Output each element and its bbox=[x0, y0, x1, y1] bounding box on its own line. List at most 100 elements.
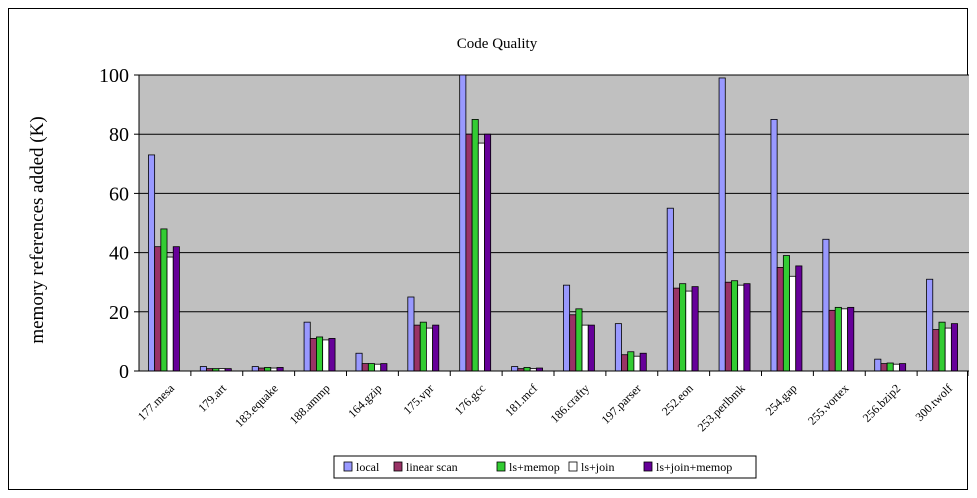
bar bbox=[938, 321, 946, 372]
bar bbox=[374, 363, 382, 372]
bar bbox=[795, 265, 803, 372]
x-tick-label: 164.gzip bbox=[345, 381, 384, 420]
bar bbox=[718, 77, 726, 372]
x-tick-label: 186.crafty bbox=[548, 381, 593, 426]
bar bbox=[309, 338, 317, 372]
bar bbox=[737, 284, 745, 372]
legend-label: ls+join+memop bbox=[656, 460, 732, 474]
chart-svg: Code Quality memory references added (K)… bbox=[27, 36, 969, 479]
bar bbox=[731, 280, 739, 372]
bar bbox=[880, 363, 888, 372]
bar bbox=[834, 306, 842, 372]
bar bbox=[822, 238, 830, 372]
x-tick-label: 188.ammp bbox=[287, 381, 333, 427]
y-axis-label: memory references added (K) bbox=[27, 116, 48, 343]
y-tick-label: 20 bbox=[109, 302, 129, 324]
legend-swatch bbox=[568, 461, 578, 472]
bar bbox=[932, 329, 940, 372]
bar bbox=[477, 142, 485, 372]
x-tick-label: 179.art bbox=[195, 381, 229, 415]
bar bbox=[926, 278, 934, 372]
bar bbox=[563, 284, 571, 372]
bar bbox=[251, 366, 259, 372]
bar bbox=[944, 327, 952, 372]
x-tick-label: 300.twolf bbox=[913, 381, 956, 424]
legend-swatch bbox=[496, 461, 506, 472]
bar bbox=[633, 355, 641, 372]
bar bbox=[770, 119, 778, 372]
bar bbox=[484, 133, 492, 372]
legend-swatch bbox=[393, 461, 403, 472]
bar bbox=[361, 363, 369, 372]
legend-swatch bbox=[343, 461, 353, 472]
bar bbox=[264, 367, 272, 372]
x-tick-label: 252.eon bbox=[659, 381, 696, 418]
bar bbox=[471, 119, 479, 372]
bar bbox=[459, 74, 467, 372]
bar bbox=[160, 228, 168, 372]
axes bbox=[134, 74, 969, 376]
bar bbox=[199, 366, 207, 372]
bar bbox=[789, 275, 797, 372]
bar bbox=[328, 338, 336, 372]
bar bbox=[432, 324, 440, 372]
bar bbox=[666, 207, 674, 372]
bar bbox=[581, 324, 589, 372]
bar bbox=[166, 256, 174, 372]
x-tick-label: 255.vortex bbox=[805, 381, 851, 427]
legend-label: ls+join bbox=[581, 460, 614, 474]
bar bbox=[776, 266, 784, 372]
legend-label: ls+memop bbox=[509, 460, 560, 474]
bar bbox=[874, 358, 882, 372]
x-tick-label: 183.equake bbox=[232, 381, 281, 430]
bar bbox=[950, 323, 958, 372]
x-tick-label: 256.bzip2 bbox=[860, 381, 904, 425]
y-tick-label: 100 bbox=[99, 65, 129, 87]
bar bbox=[782, 255, 790, 372]
bar bbox=[367, 363, 375, 372]
x-tick-labels: 177.mesa 179.art 183.equake 188.ammp 164.gzi… bbox=[135, 381, 955, 435]
bar bbox=[627, 351, 635, 372]
bar bbox=[426, 327, 434, 372]
bar bbox=[685, 290, 693, 372]
y-tick-label: 40 bbox=[109, 243, 129, 265]
bar bbox=[724, 281, 732, 372]
bar bbox=[154, 246, 162, 372]
x-tick-label: 253.perlbmk bbox=[695, 381, 748, 434]
x-tick-label: 177.mesa bbox=[135, 381, 178, 424]
bar bbox=[511, 366, 519, 372]
y-tick-label: 0 bbox=[119, 361, 129, 383]
y-tick-label: 60 bbox=[109, 183, 129, 205]
bar bbox=[523, 367, 531, 372]
x-tick-label: 181.mcf bbox=[502, 381, 540, 419]
bar bbox=[828, 309, 836, 372]
bar bbox=[355, 352, 363, 372]
bar bbox=[691, 286, 699, 372]
bar bbox=[587, 324, 595, 372]
bar bbox=[322, 339, 330, 372]
bar bbox=[419, 321, 427, 372]
bar bbox=[886, 362, 894, 372]
x-tick-label: 176.gcc bbox=[452, 381, 489, 418]
bar bbox=[621, 354, 629, 372]
legend-label: local bbox=[356, 460, 380, 474]
bar bbox=[380, 363, 388, 372]
bar bbox=[841, 308, 849, 372]
bar bbox=[899, 363, 907, 372]
legend-swatch bbox=[643, 461, 653, 472]
chart-title: Code Quality bbox=[457, 36, 538, 52]
bar bbox=[639, 352, 647, 372]
bar bbox=[172, 246, 180, 372]
bar bbox=[148, 154, 156, 372]
bar bbox=[847, 306, 855, 372]
bar bbox=[743, 283, 751, 372]
y-tick-labels: 0 20 40 60 80 100 bbox=[99, 65, 129, 383]
bar bbox=[316, 336, 324, 372]
legend-box bbox=[333, 455, 757, 479]
bar bbox=[303, 321, 311, 372]
x-tick-label: 175.vpr bbox=[400, 381, 436, 417]
bar bbox=[892, 363, 900, 372]
bar bbox=[614, 323, 622, 372]
bar bbox=[413, 324, 421, 372]
y-tick-label: 80 bbox=[109, 124, 129, 146]
